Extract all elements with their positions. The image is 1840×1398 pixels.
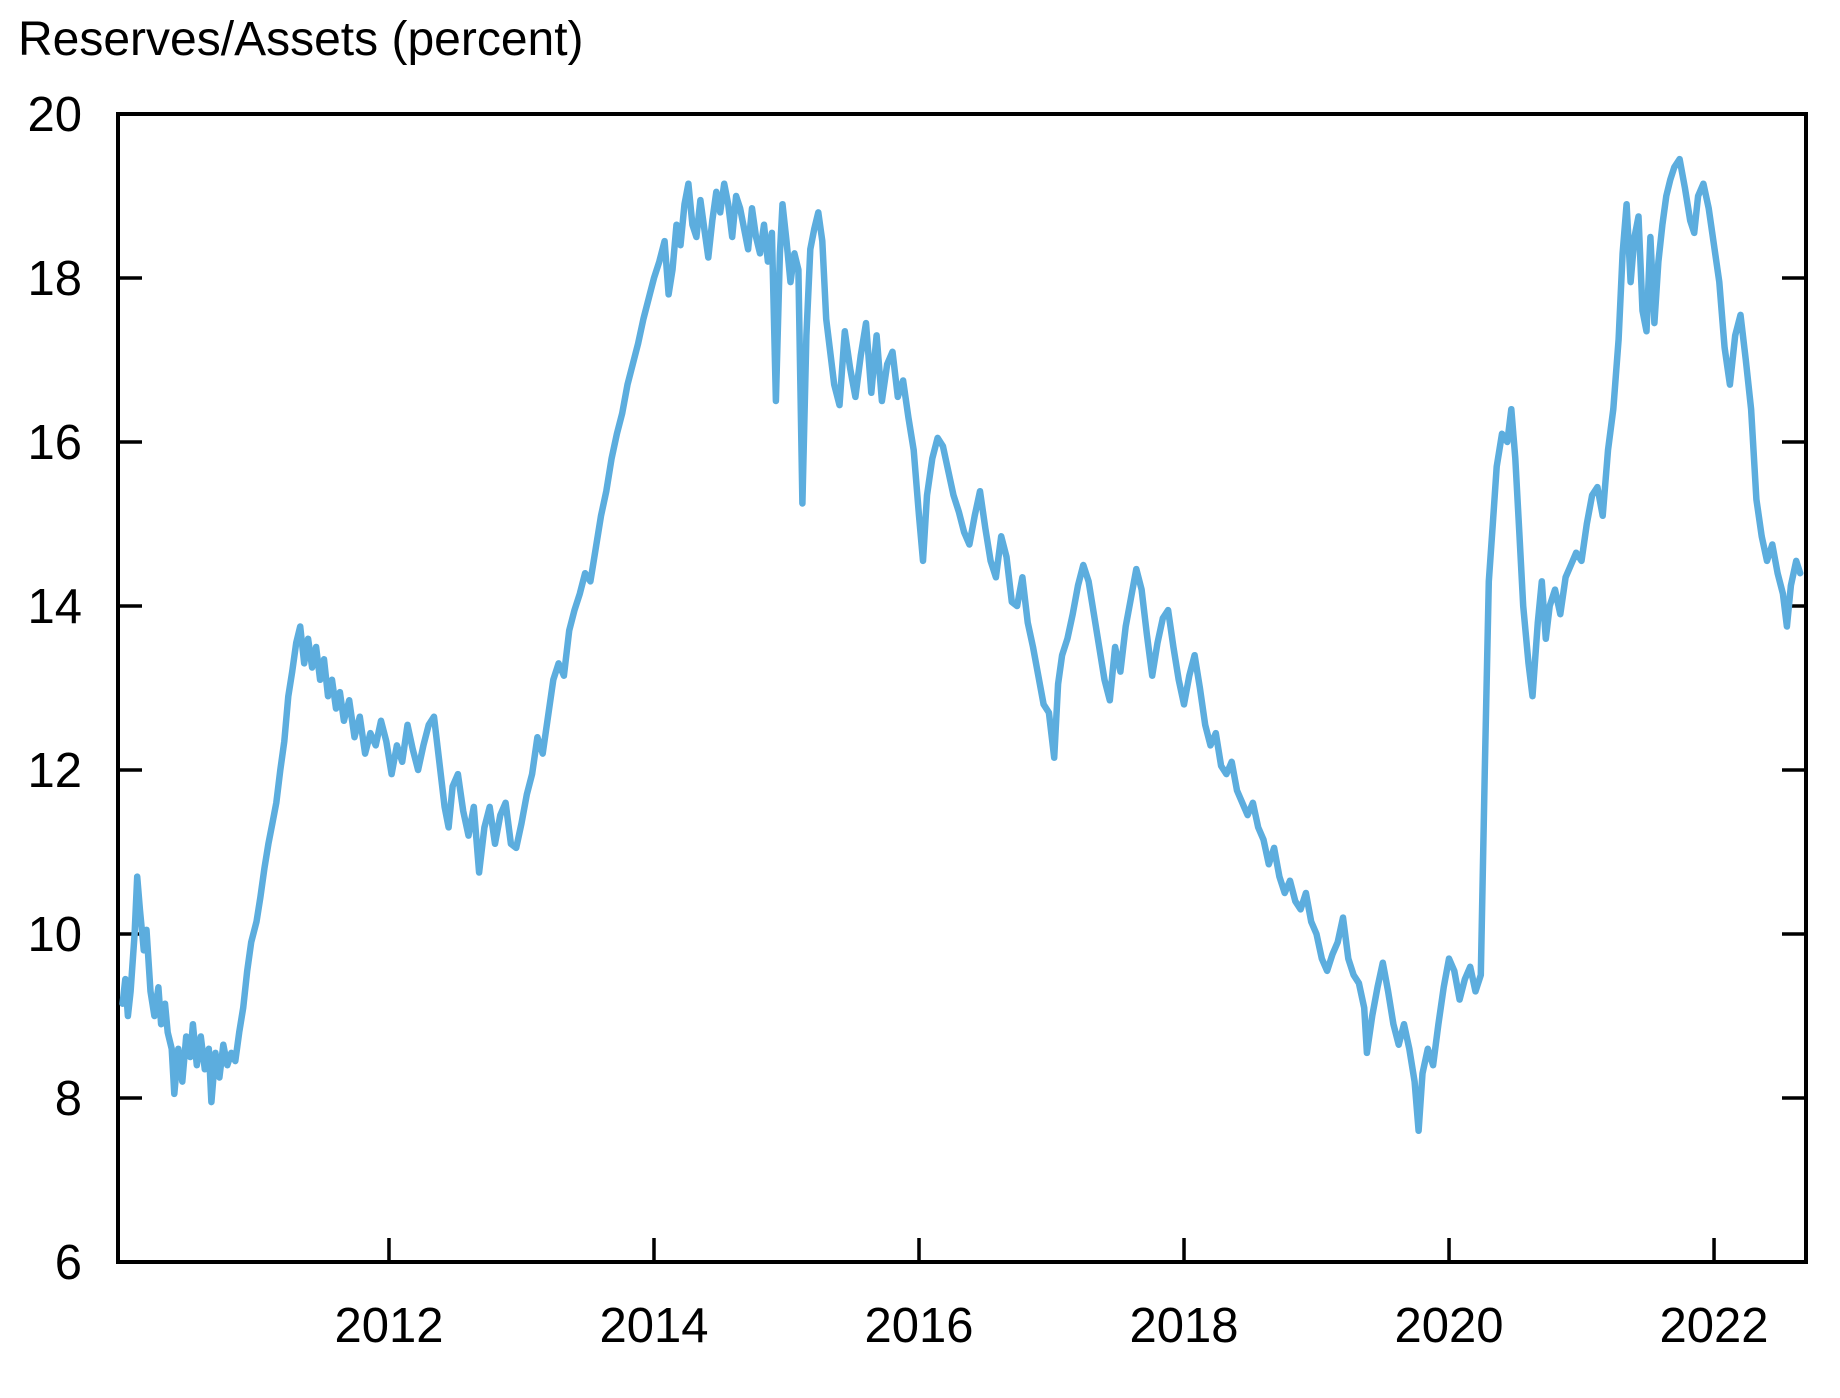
plot-frame xyxy=(116,112,1808,1264)
axes-layer xyxy=(116,112,1808,1264)
y-axis-tick-label: 16 xyxy=(27,416,82,470)
series-layer xyxy=(119,155,1804,1135)
y-axis-tick-label: 8 xyxy=(55,1072,82,1126)
y-axis-tick-label: 6 xyxy=(55,1236,82,1290)
y-axis-tick-label: 12 xyxy=(27,744,82,798)
labels-layer: 6 8 10 12 14 16 18 20 2012 2014 2016 2018 2020 2022 xyxy=(27,88,1768,1353)
x-axis-tick-label: 2012 xyxy=(334,1299,443,1353)
y-axis-tick-label: 14 xyxy=(27,580,82,634)
y-axis-tick-label: 18 xyxy=(27,252,82,306)
x-axis-tick-label: 2022 xyxy=(1660,1299,1769,1353)
reserves-assets-series-line xyxy=(119,155,1804,1135)
y-axis-tick-label: 10 xyxy=(27,908,82,962)
x-axis-tick-label: 2016 xyxy=(864,1299,973,1353)
chart-title: Reserves/Assets (percent) xyxy=(18,13,584,66)
x-axis-tick-label: 2018 xyxy=(1130,1299,1239,1353)
x-axis-tick-label: 2020 xyxy=(1395,1299,1504,1353)
y-axis-tick-label: 20 xyxy=(27,88,82,142)
x-axis-tick-label: 2014 xyxy=(599,1299,708,1353)
